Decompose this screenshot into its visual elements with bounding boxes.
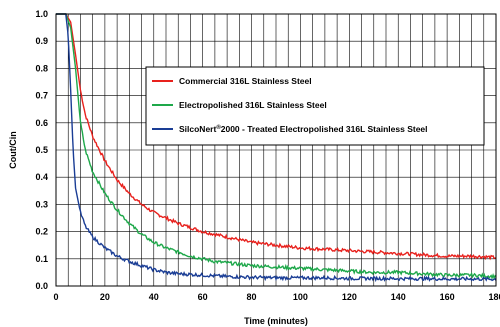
y-tick-label: 1.0 bbox=[35, 9, 48, 19]
y-tick-label: 0.9 bbox=[35, 36, 48, 46]
x-tick-label: 40 bbox=[149, 292, 159, 302]
series-commercial-line bbox=[56, 13, 497, 261]
y-tick-label: 0.6 bbox=[35, 118, 48, 128]
x-tick-label: 180 bbox=[488, 292, 500, 302]
x-tick-label: 0 bbox=[53, 292, 58, 302]
legend-box bbox=[145, 66, 485, 146]
x-tick-label: 160 bbox=[440, 292, 455, 302]
plot-frame bbox=[55, 13, 497, 287]
series-layer bbox=[56, 13, 497, 283]
x-axis-title: Time (minutes) bbox=[244, 316, 308, 326]
y-tick-label: 0.5 bbox=[35, 145, 48, 155]
x-tick-label: 80 bbox=[247, 292, 257, 302]
x-tick-label: 140 bbox=[391, 292, 406, 302]
x-axis-ticks: 0 20 40 60 80 100 120 140 160 180 bbox=[53, 292, 500, 302]
y-tick-label: 0.8 bbox=[35, 63, 48, 73]
y-axis-ticks: 0.0 0.1 0.2 0.3 0.4 0.5 0.6 0.7 0.8 0.9 1.0 bbox=[35, 9, 48, 291]
y-tick-label: 0.2 bbox=[35, 227, 48, 237]
legend-label-electropolished: Electropolished 316L Stainless Steel bbox=[179, 100, 327, 110]
legend-label-silconert: SilcoNert®2000 - Treated Electropolished… bbox=[179, 124, 428, 134]
y-tick-label: 0.1 bbox=[35, 254, 48, 264]
series-electropolished-line bbox=[56, 13, 497, 280]
x-tick-label: 100 bbox=[293, 292, 308, 302]
series-silconert-line bbox=[56, 13, 497, 283]
x-tick-label: 120 bbox=[342, 292, 357, 302]
x-tick-label: 20 bbox=[100, 292, 110, 302]
x-tick-label: 60 bbox=[198, 292, 208, 302]
legend: Commercial 316L Stainless Steel Electrop… bbox=[145, 66, 485, 146]
y-tick-label: 0.7 bbox=[35, 91, 48, 101]
y-tick-label: 0.0 bbox=[35, 281, 48, 291]
y-axis-title: Cout/Cin bbox=[8, 131, 18, 169]
y-tick-label: 0.3 bbox=[35, 199, 48, 209]
y-tick-label: 0.4 bbox=[35, 172, 48, 182]
legend-label-commercial: Commercial 316L Stainless Steel bbox=[179, 76, 312, 86]
grid bbox=[56, 14, 496, 286]
